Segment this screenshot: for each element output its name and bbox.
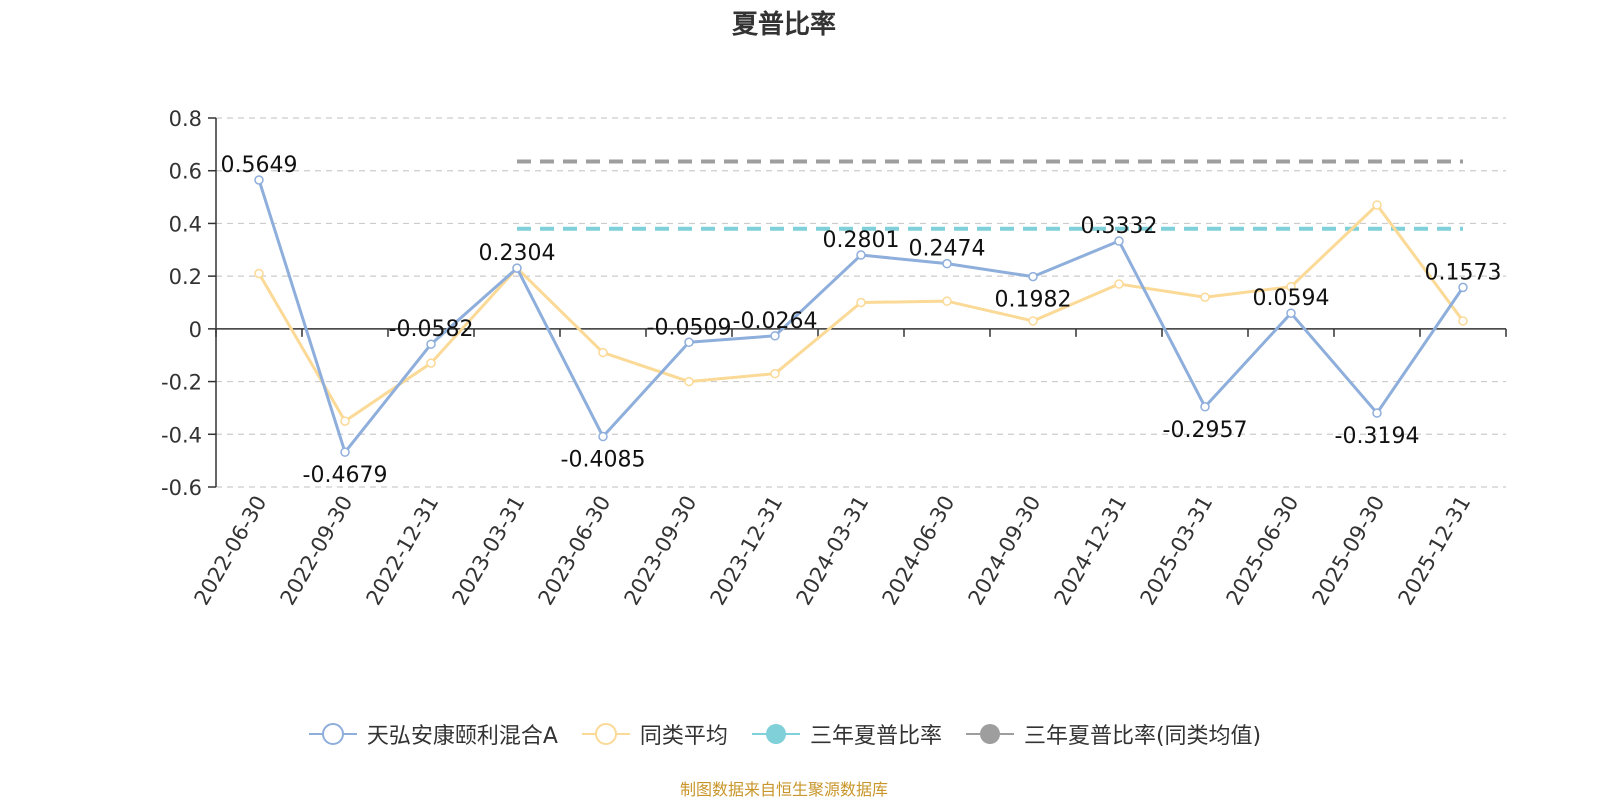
data-point: [1028, 316, 1038, 326]
data-point: [684, 337, 694, 348]
source-note: 制图数据来自恒生聚源数据库: [679, 780, 888, 799]
data-point: [1458, 282, 1468, 293]
data-point: [856, 297, 866, 308]
data-point: [684, 376, 694, 387]
x-tick-label: 2023-09-30: [620, 492, 702, 610]
x-tick-label: 2023-12-31: [706, 492, 788, 610]
series-line-0: [257, 179, 1465, 454]
legend-hollow-circle-icon: [308, 723, 357, 745]
x-tick-label: 2024-06-30: [878, 492, 960, 610]
legend-item[interactable]: 同类平均: [580, 718, 728, 750]
legend: 天弘安康颐利混合A 同类平均 三年夏普比率 三年夏普比率(同类均值): [0, 718, 1568, 750]
data-label: -0.0264: [733, 309, 818, 334]
reference-lines: [517, 159, 1463, 231]
data-point: [942, 296, 952, 306]
y-tick-label: -0.6: [161, 476, 202, 500]
data-point: [426, 358, 436, 368]
data-point: [1458, 316, 1468, 326]
data-point: [1114, 236, 1124, 246]
data-label: 0.5649: [221, 153, 298, 178]
data-labels: 0.5649 -0.4679 -0.0582 0.2304 -0.4085 -0.0509…: [221, 153, 1502, 488]
data-point: [1372, 408, 1382, 418]
data-point: [770, 331, 780, 341]
data-point: [942, 258, 952, 269]
y-tick-label: -0.2: [161, 371, 202, 395]
y-tick-label: 0.2: [169, 265, 202, 289]
data-point: [1114, 279, 1124, 289]
grid-lines: [216, 117, 1506, 488]
x-tick-label: 2022-06-30: [190, 492, 272, 610]
data-point: [1200, 402, 1210, 412]
x-tick-label: 2024-09-30: [964, 492, 1046, 610]
y-tick-label: -0.4: [161, 423, 202, 447]
data-label: 0.2304: [479, 241, 556, 266]
x-tick-label: 2023-06-30: [534, 492, 616, 610]
x-tick-label: 2023-03-31: [448, 492, 530, 610]
series-lines: [254, 175, 1468, 457]
legend-item[interactable]: 天弘安康颐利混合A: [307, 718, 558, 750]
data-point: [340, 416, 350, 426]
legend-filled-circle-icon: [965, 724, 1014, 744]
data-label: 0.0594: [1253, 286, 1330, 311]
data-point: [598, 347, 608, 358]
legend-label: 天弘安康颐利混合A: [366, 724, 558, 749]
data-point: [426, 339, 436, 349]
x-tick-label: 2025-06-30: [1222, 492, 1304, 610]
data-label: -0.2957: [1163, 418, 1248, 443]
y-tick-label: 0: [189, 318, 202, 342]
x-tick-label: 2024-12-31: [1050, 492, 1132, 610]
data-point: [1028, 271, 1038, 282]
data-point: [512, 263, 522, 273]
data-label: 0.2801: [823, 228, 900, 253]
y-tick-label: 0.6: [169, 160, 202, 184]
data-label: 0.1982: [995, 288, 1072, 313]
x-tick-label: 2025-03-31: [1136, 492, 1218, 610]
data-point: [1286, 308, 1296, 318]
legend-filled-circle-icon: [751, 724, 800, 744]
x-tick-label: 2024-03-31: [792, 492, 874, 610]
data-point: [254, 268, 264, 279]
data-label: 0.2474: [909, 237, 986, 262]
data-point: [1200, 292, 1210, 302]
data-point: [598, 431, 608, 442]
y-tick-label: 0.4: [169, 212, 202, 236]
data-label: -0.3194: [1335, 424, 1420, 449]
chart-title: 夏普比率: [731, 10, 836, 40]
y-tick-label: 0.8: [169, 107, 202, 131]
data-point: [770, 368, 780, 379]
data-label: 0.3332: [1081, 214, 1158, 239]
data-point: [856, 250, 866, 260]
legend-label: 同类平均: [639, 724, 728, 749]
x-tick-label: 2022-12-31: [362, 492, 444, 610]
x-tick-label: 2022-09-30: [276, 492, 358, 610]
data-point: [1286, 281, 1296, 292]
data-label: -0.4085: [561, 448, 646, 473]
legend-item[interactable]: 三年夏普比率(同类均值): [964, 718, 1261, 750]
data-label: -0.4679: [303, 463, 388, 488]
legend-hollow-circle-icon: [581, 723, 630, 745]
data-label: 0.1573: [1425, 260, 1502, 285]
legend-item[interactable]: 三年夏普比率: [750, 718, 942, 750]
data-label: -0.0582: [389, 317, 474, 342]
data-point: [340, 447, 350, 457]
x-tick-label: 2025-12-31: [1394, 492, 1476, 610]
legend-label: 三年夏普比率: [809, 724, 942, 749]
data-label: -0.0509: [647, 315, 732, 340]
legend-label: 三年夏普比率(同类均值): [1023, 724, 1262, 749]
data-point: [254, 175, 264, 185]
x-tick-label: 2025-09-30: [1308, 492, 1390, 610]
data-point: [1372, 200, 1382, 210]
